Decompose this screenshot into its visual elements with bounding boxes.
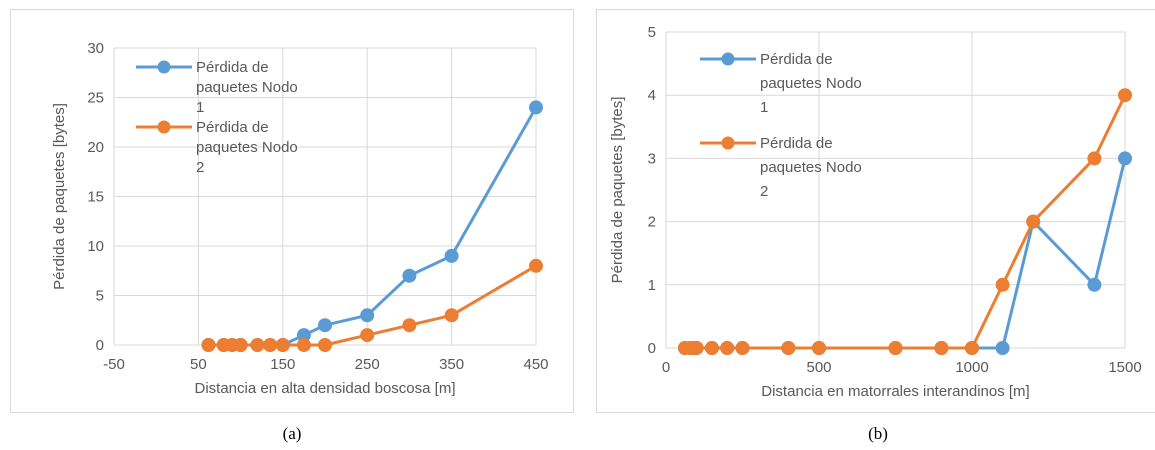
data-point-nodo-1 [403, 269, 416, 282]
data-point-nodo-1 [996, 342, 1009, 355]
y-tick-label: 20 [87, 139, 104, 156]
y-axis-title: Pérdida de paquetes [bytes] [51, 103, 68, 290]
data-point-nodo-2 [1088, 152, 1101, 165]
legend-marker-nodo-1 [158, 61, 171, 74]
y-tick-label: 30 [87, 40, 104, 57]
data-point-nodo-2 [1119, 89, 1132, 102]
chart-panel-b: 0 500 1000 1500 0 1 2 3 4 5 Distancia en matorrale… [596, 9, 1155, 413]
y-tick-label: 15 [87, 189, 104, 206]
x-tick-label: 450 [523, 356, 548, 373]
x-tick-label: 0 [662, 359, 670, 376]
data-point-nodo-2 [690, 342, 703, 355]
y-tick-label: 5 [648, 24, 656, 41]
x-axis-title: Distancia en alta densidad boscosa [m] [195, 380, 456, 397]
legend-marker-nodo-2 [722, 137, 735, 150]
y-tick-label: 4 [648, 87, 656, 104]
data-point-nodo-2 [813, 342, 826, 355]
x-tick-label: -50 [103, 356, 125, 373]
data-point-nodo-1 [530, 101, 543, 114]
data-point-nodo-2 [1027, 215, 1040, 228]
data-point-nodo-2 [721, 342, 734, 355]
chart-panel-a: -50 50 150 250 350 450 0 5 10 15 20 25 30 Distancia e… [10, 9, 574, 413]
data-point-nodo-2 [319, 339, 332, 352]
x-tick-label: 350 [439, 356, 464, 373]
data-point-nodo-2 [966, 342, 979, 355]
data-point-nodo-2 [705, 342, 718, 355]
legend-marker-nodo-1 [722, 53, 735, 66]
y-tick-label: 0 [648, 340, 656, 357]
data-point-nodo-2 [264, 339, 277, 352]
y-tick-label: 10 [87, 238, 104, 255]
data-point-nodo-2 [445, 309, 458, 322]
y-axis-title: Pérdida de paquetes [bytes] [609, 97, 626, 284]
data-point-nodo-1 [1119, 152, 1132, 165]
legend-marker-nodo-2 [158, 121, 171, 134]
chart-a: -50 50 150 250 350 450 0 5 10 15 20 25 30 Distancia e… [10, 9, 574, 413]
data-point-nodo-1 [361, 309, 374, 322]
data-point-nodo-2 [251, 339, 264, 352]
x-tick-label: 150 [270, 356, 295, 373]
data-point-nodo-2 [782, 342, 795, 355]
y-tick-label: 2 [648, 214, 656, 231]
x-tick-label: 1000 [955, 359, 988, 376]
data-point-nodo-1 [1088, 278, 1101, 291]
data-point-nodo-2 [361, 329, 374, 342]
data-point-nodo-2 [202, 339, 215, 352]
data-point-nodo-2 [297, 339, 310, 352]
y-tick-label: 5 [96, 288, 104, 305]
data-point-nodo-1 [445, 249, 458, 262]
x-tick-label: 500 [806, 359, 831, 376]
data-point-nodo-2 [889, 342, 902, 355]
caption-b: (b) [596, 424, 1155, 444]
caption-a: (a) [10, 424, 574, 444]
y-tick-label: 0 [96, 337, 104, 354]
x-axis-title: Distancia en matorrales interandinos [m] [761, 383, 1029, 400]
y-tick-label: 3 [648, 150, 656, 167]
data-point-nodo-2 [403, 319, 416, 332]
y-tick-label: 1 [648, 277, 656, 294]
x-tick-label: 50 [190, 356, 207, 373]
data-point-nodo-2 [530, 259, 543, 272]
x-tick-label: 250 [355, 356, 380, 373]
data-point-nodo-2 [996, 278, 1009, 291]
data-point-nodo-1 [319, 319, 332, 332]
y-tick-label: 25 [87, 90, 104, 107]
data-point-nodo-2 [234, 339, 247, 352]
data-point-nodo-2 [935, 342, 948, 355]
chart-b: 0 500 1000 1500 0 1 2 3 4 5 Distancia en matorrale… [596, 9, 1155, 413]
data-point-nodo-2 [736, 342, 749, 355]
x-tick-label: 1500 [1108, 359, 1141, 376]
data-point-nodo-2 [276, 339, 289, 352]
